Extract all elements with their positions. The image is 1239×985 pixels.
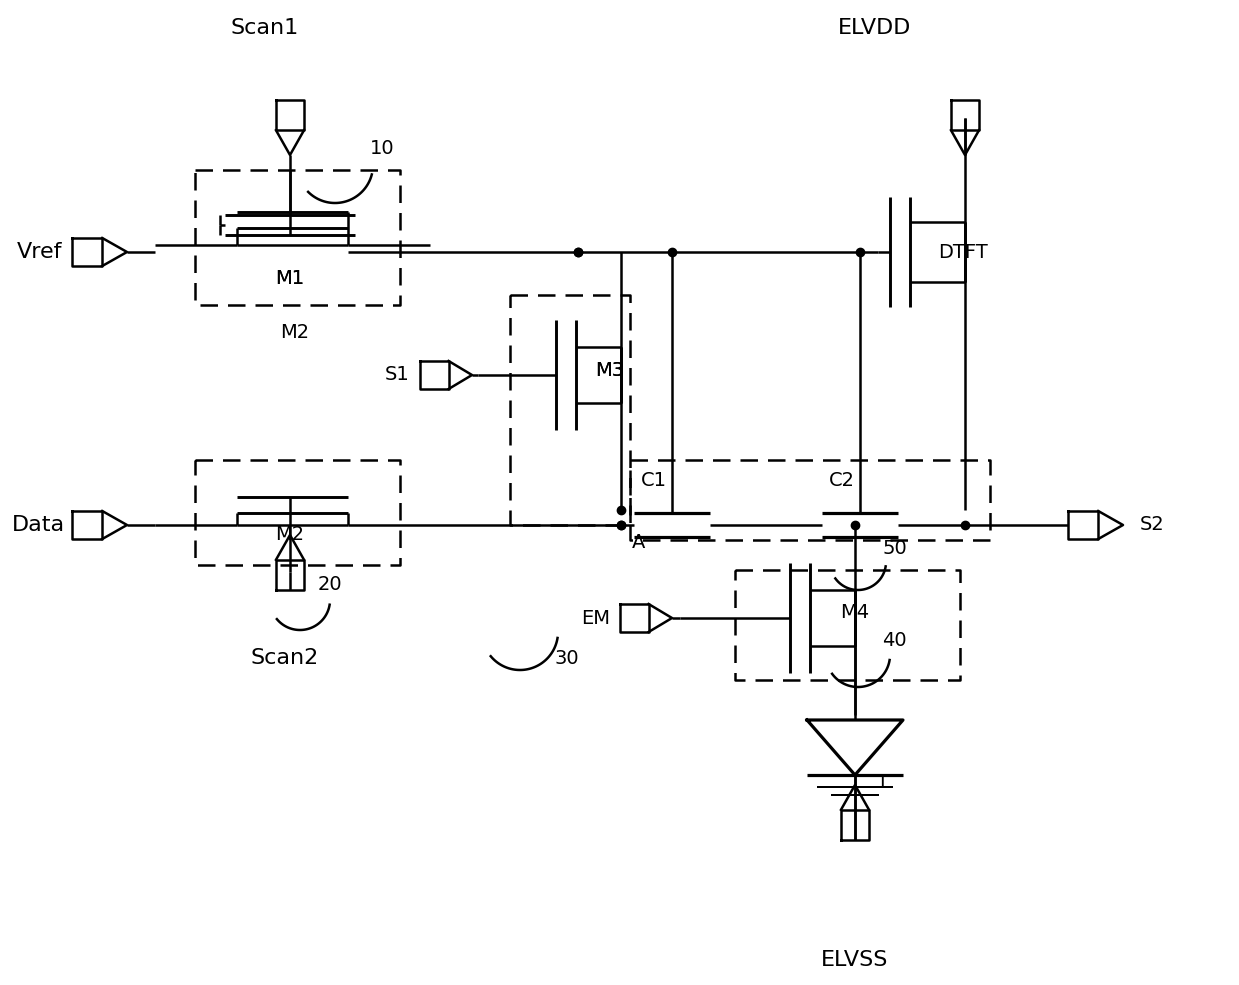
Text: M3: M3 (596, 361, 624, 379)
Text: S1: S1 (385, 365, 410, 384)
Text: Vref: Vref (17, 242, 63, 262)
Text: Scan1: Scan1 (230, 18, 299, 38)
Text: S2: S2 (1140, 515, 1165, 535)
Text: M1: M1 (275, 269, 305, 288)
Text: 10: 10 (370, 139, 395, 158)
Text: M4: M4 (840, 604, 870, 623)
Text: ELVSS: ELVSS (821, 950, 888, 970)
Text: M2: M2 (275, 526, 305, 545)
Text: M3: M3 (596, 361, 624, 379)
Text: A: A (632, 534, 646, 553)
Text: 20: 20 (318, 574, 343, 594)
Text: L: L (880, 773, 891, 793)
Text: 50: 50 (882, 539, 907, 558)
Text: EM: EM (581, 609, 610, 627)
Text: C2: C2 (829, 471, 855, 490)
Text: 40: 40 (882, 630, 907, 649)
Text: M2: M2 (280, 323, 310, 343)
Text: C1: C1 (641, 471, 667, 490)
Text: Scan2: Scan2 (250, 648, 320, 668)
Text: M1: M1 (275, 269, 305, 288)
Text: ELVDD: ELVDD (839, 18, 912, 38)
Text: 30: 30 (555, 648, 580, 668)
Text: Data: Data (11, 515, 64, 535)
Text: DTFT: DTFT (938, 242, 987, 261)
